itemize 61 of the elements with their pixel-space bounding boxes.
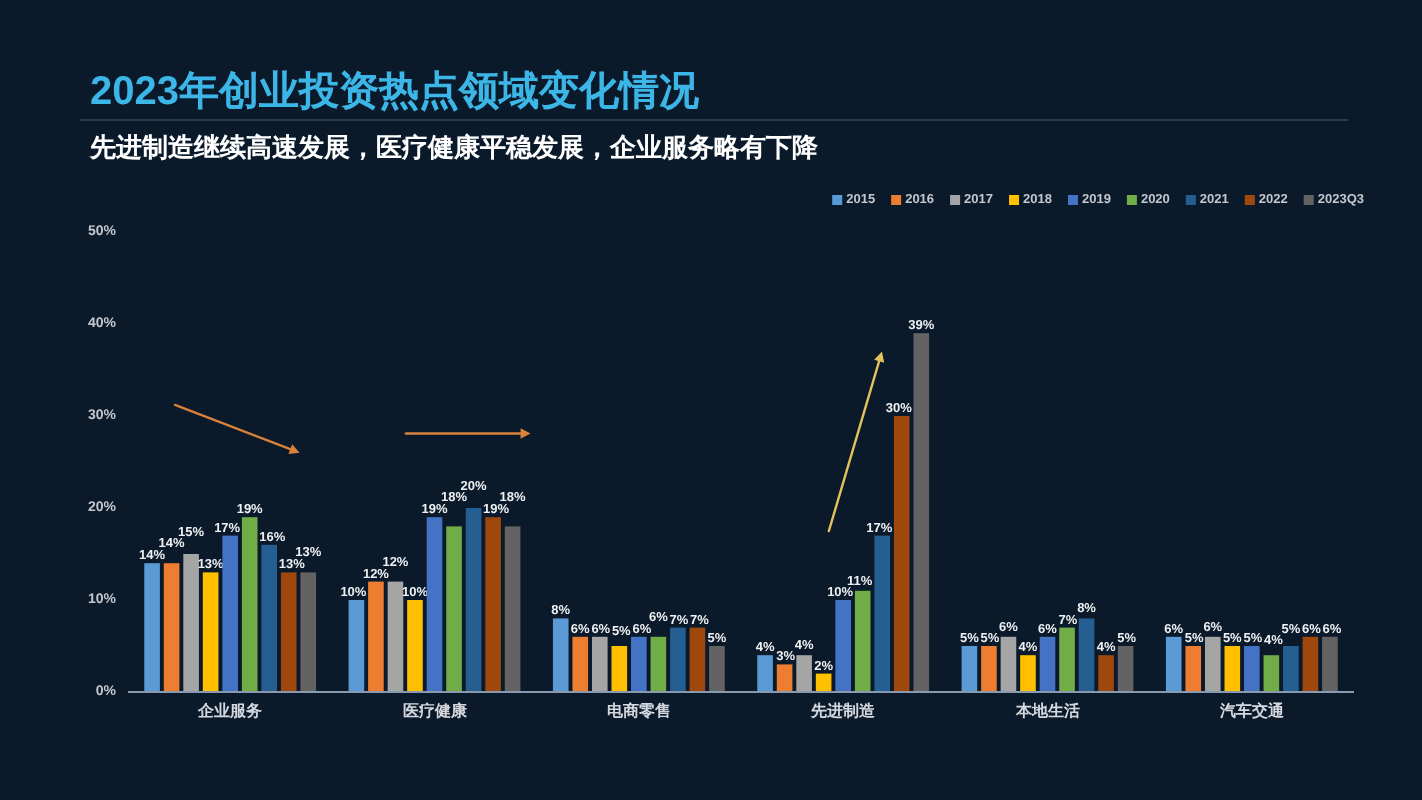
bar [1039, 636, 1056, 692]
bar [485, 517, 501, 692]
bar [591, 636, 608, 692]
x-tick-label: 本地生活 [1013, 702, 1080, 720]
bar [1263, 655, 1280, 692]
bar [1000, 636, 1017, 692]
bar [572, 636, 589, 692]
bar [202, 572, 219, 692]
bar [893, 416, 910, 692]
bar [163, 563, 180, 692]
bar [913, 333, 930, 692]
bar [241, 517, 258, 692]
bar [552, 618, 569, 692]
bar [1283, 646, 1299, 692]
chart-title: 2023年创业投资热点领域变化情况 [90, 68, 701, 114]
bar [446, 526, 462, 692]
bar [368, 581, 384, 692]
x-tick-label: 医疗健康 [402, 700, 469, 720]
x-tick-label: 先进制造 [809, 702, 878, 720]
bar [1204, 636, 1221, 692]
chart-subtitle: 先进制造继续高速发展，医疗健康平稳发展，企业服务略有下降 [88, 132, 820, 162]
bar [1185, 646, 1202, 692]
bar [1322, 636, 1338, 692]
bar [465, 508, 482, 692]
bar [1117, 646, 1134, 692]
bar [961, 646, 978, 692]
bar [776, 664, 793, 692]
bar [407, 600, 423, 692]
x-tick-label: 企业服务 [196, 702, 263, 720]
bar [261, 544, 278, 692]
x-tick-label: 汽车交通 [1217, 700, 1286, 720]
bar [689, 627, 706, 692]
bar [504, 526, 521, 692]
bar [709, 646, 725, 692]
bar [757, 655, 773, 692]
bar [387, 581, 404, 692]
bar [1078, 618, 1095, 692]
bar [1224, 646, 1241, 692]
bar [144, 563, 160, 692]
bar [835, 600, 851, 692]
bar [1020, 655, 1036, 692]
bar [183, 554, 199, 692]
bar [348, 600, 365, 692]
bar [854, 590, 871, 692]
bar [796, 655, 812, 692]
bar [981, 646, 997, 692]
bar [300, 572, 317, 692]
bar [631, 636, 647, 692]
bar [670, 627, 686, 692]
bar [1165, 636, 1182, 692]
bar [1098, 655, 1114, 692]
x-tick-label: 电商零售 [606, 700, 671, 720]
bar [1302, 636, 1319, 692]
bar [222, 535, 238, 692]
bar [280, 572, 297, 692]
bar [611, 646, 628, 692]
bar [874, 535, 891, 692]
bar [1059, 627, 1075, 692]
bar [650, 636, 667, 692]
bar [1244, 646, 1260, 692]
bar [426, 517, 443, 692]
